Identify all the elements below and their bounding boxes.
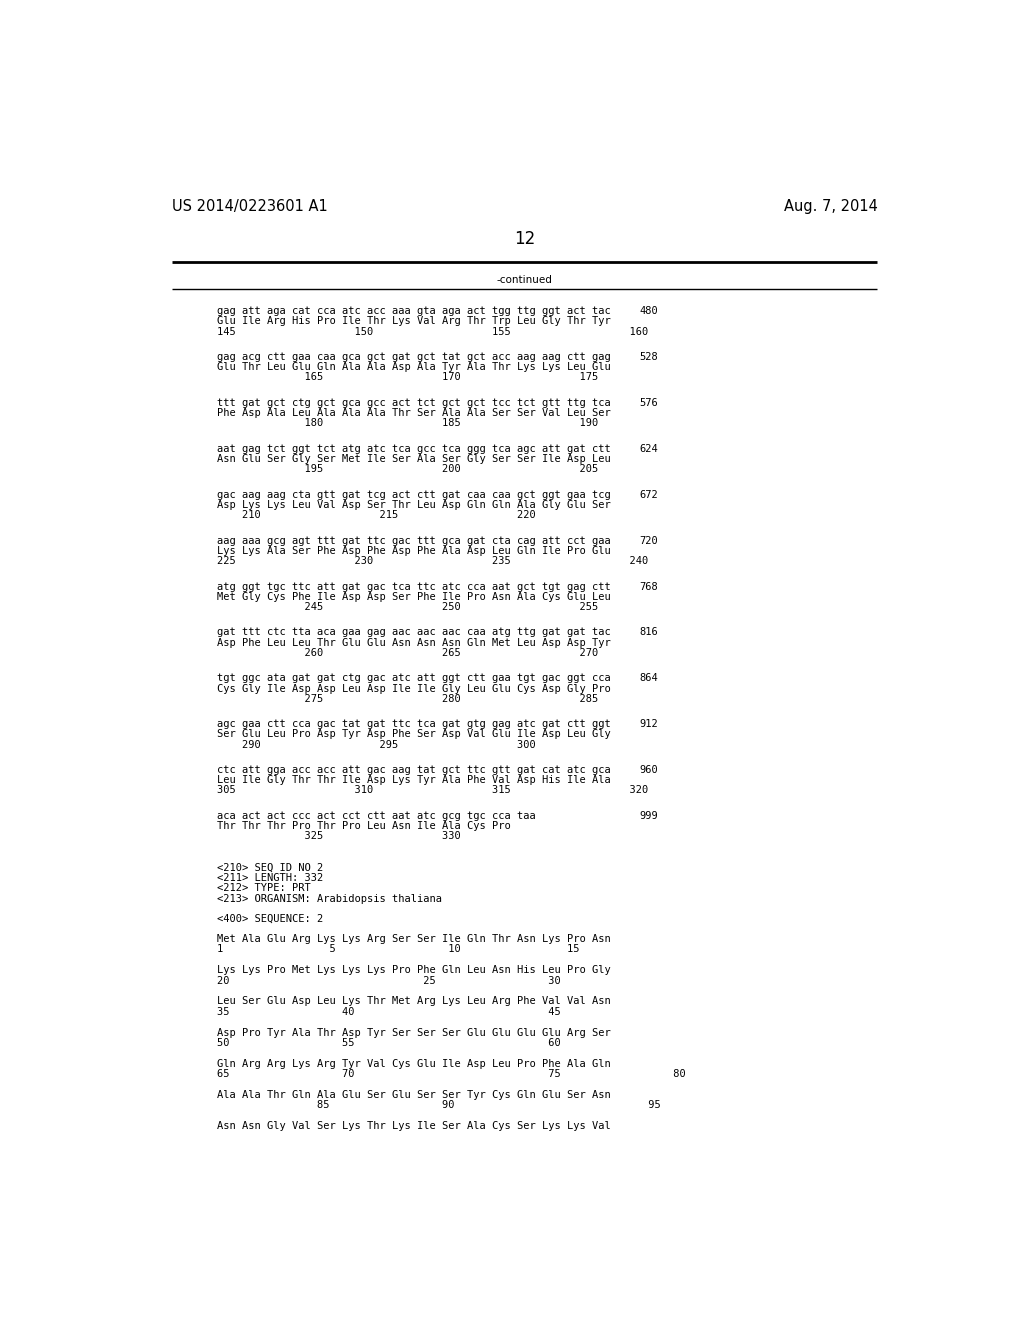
Text: ctc att gga acc acc att gac aag tat gct ttc gtt gat cat atc gca: ctc att gga acc acc att gac aag tat gct … [217, 766, 611, 775]
Text: <213> ORGANISM: Arabidopsis thaliana: <213> ORGANISM: Arabidopsis thaliana [217, 894, 442, 904]
Text: Glu Thr Leu Glu Gln Ala Ala Asp Ala Tyr Ala Thr Lys Lys Leu Glu: Glu Thr Leu Glu Gln Ala Ala Asp Ala Tyr … [217, 362, 611, 372]
Text: Leu Ile Gly Thr Thr Ile Asp Lys Tyr Ala Phe Val Asp His Ile Ala: Leu Ile Gly Thr Thr Ile Asp Lys Tyr Ala … [217, 775, 611, 785]
Text: 225                   230                   235                   240: 225 230 235 240 [217, 556, 648, 566]
Text: Asp Phe Leu Leu Thr Glu Glu Asn Asn Asn Gln Met Leu Asp Asp Tyr: Asp Phe Leu Leu Thr Glu Glu Asn Asn Asn … [217, 638, 611, 648]
Text: Glu Ile Arg His Pro Ile Thr Lys Val Arg Thr Trp Leu Gly Thr Tyr: Glu Ile Arg His Pro Ile Thr Lys Val Arg … [217, 317, 611, 326]
Text: 305                   310                   315                   320: 305 310 315 320 [217, 785, 648, 796]
Text: 624: 624 [640, 444, 658, 454]
Text: atg ggt tgc ttc att gat gac tca ttc atc cca aat gct tgt gag ctt: atg ggt tgc ttc att gat gac tca ttc atc … [217, 582, 611, 591]
Text: Asn Glu Ser Gly Ser Met Ile Ser Ala Ser Gly Ser Ser Ile Asp Leu: Asn Glu Ser Gly Ser Met Ile Ser Ala Ser … [217, 454, 611, 465]
Text: gag acg ctt gaa caa gca gct gat gct tat gct acc aag aag ctt gag: gag acg ctt gaa caa gca gct gat gct tat … [217, 352, 611, 362]
Text: 1                 5                  10                 15: 1 5 10 15 [217, 944, 580, 954]
Text: 50                  55                               60: 50 55 60 [217, 1038, 561, 1048]
Text: 245                   250                   255: 245 250 255 [217, 602, 598, 612]
Text: 275                   280                   285: 275 280 285 [217, 694, 598, 704]
Text: Ala Ala Thr Gln Ala Glu Ser Glu Ser Ser Tyr Cys Gln Glu Ser Asn: Ala Ala Thr Gln Ala Glu Ser Glu Ser Ser … [217, 1090, 611, 1100]
Text: 180                   185                   190: 180 185 190 [217, 418, 598, 429]
Text: Met Ala Glu Arg Lys Lys Arg Ser Ser Ile Gln Thr Asn Lys Pro Asn: Met Ala Glu Arg Lys Lys Arg Ser Ser Ile … [217, 935, 611, 944]
Text: 720: 720 [640, 536, 658, 545]
Text: 165                   170                   175: 165 170 175 [217, 372, 598, 383]
Text: 960: 960 [640, 766, 658, 775]
Text: Lys Lys Ala Ser Phe Asp Phe Asp Phe Ala Asp Leu Gln Ile Pro Glu: Lys Lys Ala Ser Phe Asp Phe Asp Phe Ala … [217, 546, 611, 556]
Text: -continued: -continued [497, 275, 553, 285]
Text: Asp Pro Tyr Ala Thr Asp Tyr Ser Ser Ser Glu Glu Glu Glu Arg Ser: Asp Pro Tyr Ala Thr Asp Tyr Ser Ser Ser … [217, 1027, 611, 1038]
Text: 480: 480 [640, 306, 658, 317]
Text: 65                  70                               75                  80: 65 70 75 80 [217, 1069, 686, 1078]
Text: 864: 864 [640, 673, 658, 684]
Text: 576: 576 [640, 399, 658, 408]
Text: 85                  90                               95: 85 90 95 [217, 1100, 660, 1110]
Text: Ser Glu Leu Pro Asp Tyr Asp Phe Ser Asp Val Glu Ile Asp Leu Gly: Ser Glu Leu Pro Asp Tyr Asp Phe Ser Asp … [217, 730, 611, 739]
Text: 260                   265                   270: 260 265 270 [217, 648, 598, 657]
Text: 816: 816 [640, 627, 658, 638]
Text: US 2014/0223601 A1: US 2014/0223601 A1 [172, 198, 328, 214]
Text: 145                   150                   155                   160: 145 150 155 160 [217, 326, 648, 337]
Text: 672: 672 [640, 490, 658, 500]
Text: 290                   295                   300: 290 295 300 [217, 739, 536, 750]
Text: aca act act ccc act cct ctt aat atc gcg tgc cca taa: aca act act ccc act cct ctt aat atc gcg … [217, 810, 536, 821]
Text: aat gag tct ggt tct atg atc tca gcc tca ggg tca agc att gat ctt: aat gag tct ggt tct atg atc tca gcc tca … [217, 444, 611, 454]
Text: <400> SEQUENCE: 2: <400> SEQUENCE: 2 [217, 913, 324, 924]
Text: Cys Gly Ile Asp Asp Leu Asp Ile Ile Gly Leu Glu Cys Asp Gly Pro: Cys Gly Ile Asp Asp Leu Asp Ile Ile Gly … [217, 684, 611, 693]
Text: 20                               25                  30: 20 25 30 [217, 975, 561, 986]
Text: 210                   215                   220: 210 215 220 [217, 510, 536, 520]
Text: 912: 912 [640, 719, 658, 729]
Text: 195                   200                   205: 195 200 205 [217, 465, 598, 474]
Text: agc gaa ctt cca gac tat gat ttc tca gat gtg gag atc gat ctt ggt: agc gaa ctt cca gac tat gat ttc tca gat … [217, 719, 611, 729]
Text: Asp Lys Lys Leu Val Asp Ser Thr Leu Asp Gln Gln Ala Gly Glu Ser: Asp Lys Lys Leu Val Asp Ser Thr Leu Asp … [217, 500, 611, 510]
Text: 325                   330: 325 330 [217, 832, 461, 841]
Text: 528: 528 [640, 352, 658, 362]
Text: gag att aga cat cca atc acc aaa gta aga act tgg ttg ggt act tac: gag att aga cat cca atc acc aaa gta aga … [217, 306, 611, 317]
Text: Phe Asp Ala Leu Ala Ala Ala Thr Ser Ala Ala Ser Ser Val Leu Ser: Phe Asp Ala Leu Ala Ala Ala Thr Ser Ala … [217, 408, 611, 418]
Text: 12: 12 [514, 230, 536, 248]
Text: 999: 999 [640, 810, 658, 821]
Text: Thr Thr Thr Pro Thr Pro Leu Asn Ile Ala Cys Pro: Thr Thr Thr Pro Thr Pro Leu Asn Ile Ala … [217, 821, 511, 832]
Text: Met Gly Cys Phe Ile Asp Asp Ser Phe Ile Pro Asn Ala Cys Glu Leu: Met Gly Cys Phe Ile Asp Asp Ser Phe Ile … [217, 591, 611, 602]
Text: Leu Ser Glu Asp Leu Lys Thr Met Arg Lys Leu Arg Phe Val Val Asn: Leu Ser Glu Asp Leu Lys Thr Met Arg Lys … [217, 997, 611, 1006]
Text: gat ttt ctc tta aca gaa gag aac aac aac caa atg ttg gat gat tac: gat ttt ctc tta aca gaa gag aac aac aac … [217, 627, 611, 638]
Text: Gln Arg Arg Lys Arg Tyr Val Cys Glu Ile Asp Leu Pro Phe Ala Gln: Gln Arg Arg Lys Arg Tyr Val Cys Glu Ile … [217, 1059, 611, 1069]
Text: gac aag aag cta gtt gat tcg act ctt gat caa caa gct ggt gaa tcg: gac aag aag cta gtt gat tcg act ctt gat … [217, 490, 611, 500]
Text: Aug. 7, 2014: Aug. 7, 2014 [783, 198, 878, 214]
Text: <211> LENGTH: 332: <211> LENGTH: 332 [217, 874, 324, 883]
Text: Asn Asn Gly Val Ser Lys Thr Lys Ile Ser Ala Cys Ser Lys Lys Val: Asn Asn Gly Val Ser Lys Thr Lys Ile Ser … [217, 1121, 611, 1131]
Text: 35                  40                               45: 35 40 45 [217, 1007, 561, 1016]
Text: aag aaa gcg agt ttt gat ttc gac ttt gca gat cta cag att cct gaa: aag aaa gcg agt ttt gat ttc gac ttt gca … [217, 536, 611, 545]
Text: tgt ggc ata gat gat ctg gac atc att ggt ctt gaa tgt gac ggt cca: tgt ggc ata gat gat ctg gac atc att ggt … [217, 673, 611, 684]
Text: 768: 768 [640, 582, 658, 591]
Text: <210> SEQ ID NO 2: <210> SEQ ID NO 2 [217, 863, 324, 873]
Text: <212> TYPE: PRT: <212> TYPE: PRT [217, 883, 311, 894]
Text: ttt gat gct ctg gct gca gcc act tct gct gct tcc tct gtt ttg tca: ttt gat gct ctg gct gca gcc act tct gct … [217, 399, 611, 408]
Text: Lys Lys Pro Met Lys Lys Lys Pro Phe Gln Leu Asn His Leu Pro Gly: Lys Lys Pro Met Lys Lys Lys Pro Phe Gln … [217, 965, 611, 975]
